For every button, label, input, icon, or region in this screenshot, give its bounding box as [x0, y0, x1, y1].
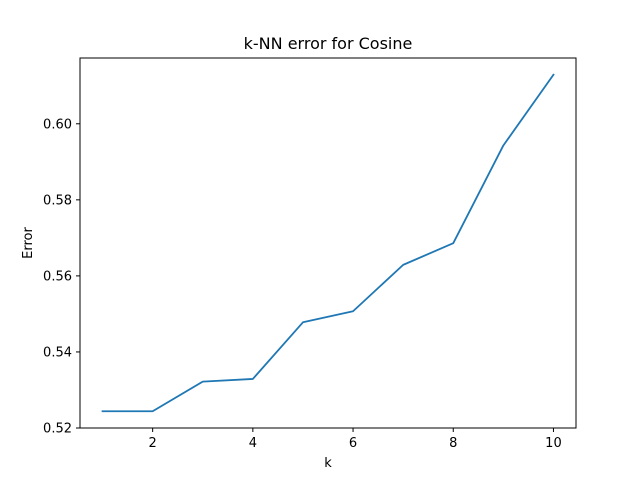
x-tick-label: 8	[449, 436, 457, 451]
x-tick-label: 4	[249, 436, 257, 451]
y-tick-label: 0.60	[43, 117, 72, 132]
axis-ticks: 2 4 6 8 10 0.52 0.54 0.56 0.58 0.60	[43, 117, 562, 451]
x-tick-label: 2	[149, 436, 157, 451]
series-layer	[101, 73, 555, 413]
y-tick-label: 0.58	[43, 193, 72, 208]
series-line-0	[101, 73, 555, 413]
y-tick-label: 0.56	[43, 269, 72, 284]
chart-title: k-NN error for Cosine	[244, 34, 413, 53]
x-tick-label: 6	[349, 436, 357, 451]
y-tick-label: 0.54	[43, 345, 72, 360]
y-axis-label: Error	[21, 227, 36, 259]
x-axis-label: k	[324, 456, 332, 471]
y-tick-label: 0.52	[43, 422, 72, 437]
plot-frame	[79, 57, 577, 429]
x-tick-label: 10	[545, 436, 562, 451]
